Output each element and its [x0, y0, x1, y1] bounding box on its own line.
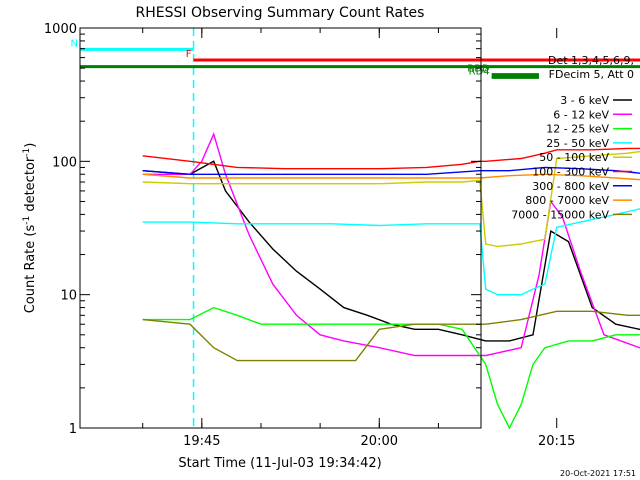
- legend-label-9: 7000 - 15000 keV: [511, 208, 609, 221]
- chart-title: RHESSI Observing Summary Count Rates: [136, 5, 425, 21]
- series-line-1: [142, 160, 640, 342]
- flag-label-1: N: [71, 38, 78, 49]
- flag-label-3: F: [186, 49, 192, 60]
- flag-label-8: RD4: [469, 66, 490, 77]
- plot-frame: [79, 27, 482, 429]
- y-tick-label-3: 100: [52, 155, 77, 170]
- footer-date: 20-Oct-2021 17:51: [560, 469, 636, 478]
- legend-label-7: 300 - 800 keV: [532, 180, 609, 193]
- y-tick-label-4: 1000: [44, 22, 77, 37]
- y-axis-label-exp2: -1: [22, 148, 32, 157]
- series-line-7: [142, 166, 640, 175]
- x-axis-label: Start Time (11-Jul-03 19:34:42): [178, 456, 381, 471]
- legend-title-2: FDecim 5, Att 0: [549, 68, 634, 81]
- plot-area: NNFFSRDDRD4: [71, 28, 640, 430]
- legend-label-8: 800 - 7000 keV: [525, 194, 609, 207]
- series-line-8: [142, 173, 640, 181]
- series-line-9: [142, 310, 640, 362]
- y-axis-label-mid: detector: [23, 156, 38, 216]
- legend-title-1: Det 1,3,4,5,6,9,: [548, 54, 634, 67]
- series-line-5: [142, 150, 640, 248]
- series-line-4: [142, 208, 640, 296]
- y-tick-label-2: 10: [60, 289, 77, 304]
- x-tick-label-1: 19:45: [183, 434, 220, 449]
- x-tick-label-2: 20:00: [361, 434, 398, 449]
- legend-label-5: 50 - 100 keV: [539, 151, 609, 164]
- legend-label-6: 100 - 300 keV: [532, 166, 609, 179]
- y-axis-label-main: Count Rate (s: [23, 225, 38, 314]
- legend-label-4: 25 - 50 keV: [546, 137, 609, 150]
- legend-label-1: 3 - 6 keV: [560, 94, 609, 107]
- flag-label-7: RDD: [467, 64, 490, 75]
- series-line-3: [142, 306, 640, 430]
- series-line-6: [142, 147, 640, 170]
- legend-label-2: 6 - 12 keV: [553, 108, 609, 121]
- legend: Det 1,3,4,5,6,9, FDecim 5, Att 0 3 - 6 k…: [511, 54, 634, 221]
- y-axis-label-end: ): [23, 143, 38, 148]
- y-axis-label-exp1: -1: [22, 216, 32, 225]
- y-axis-label: Count Rate (s-1 detector-1): [22, 143, 38, 314]
- y-tick-label-1: 1: [69, 422, 77, 437]
- x-tick-label-3: 20:15: [538, 434, 575, 449]
- legend-label-3: 12 - 25 keV: [546, 123, 609, 136]
- series-line-2: [142, 132, 640, 357]
